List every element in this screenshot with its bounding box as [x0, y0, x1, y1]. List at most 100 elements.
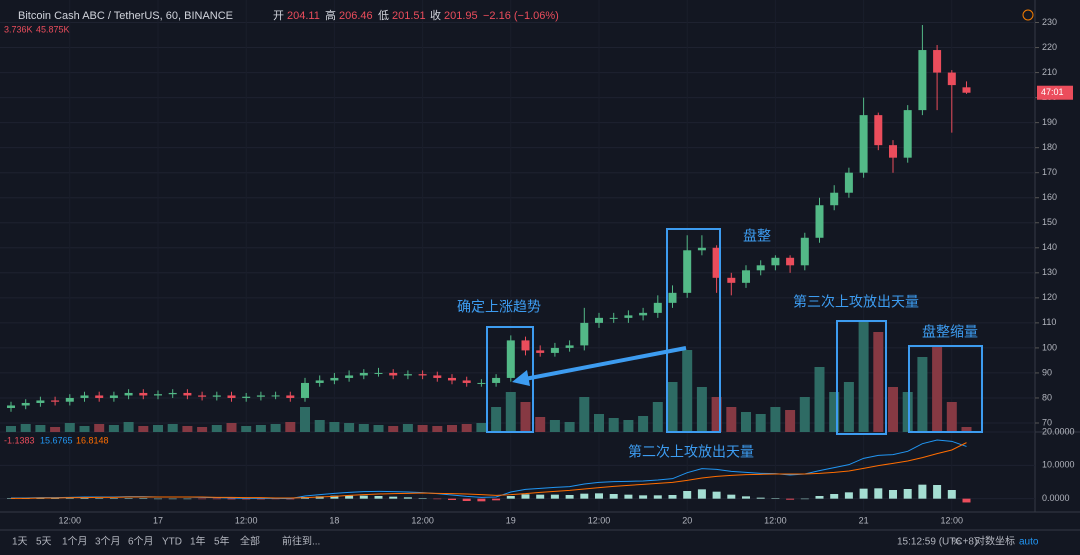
volume-bar — [402, 424, 413, 432]
macd-hist-bar — [389, 496, 398, 499]
x-tick-label: 12:00 — [941, 515, 964, 525]
goto-button[interactable]: 前往到... — [282, 535, 320, 548]
y-tick-label: 170 — [1042, 167, 1057, 177]
percent-button[interactable]: % — [952, 537, 961, 548]
macd-hist-bar — [330, 495, 339, 499]
candle-body — [330, 377, 339, 381]
volume-bar — [535, 417, 546, 432]
macd-hist-bar — [580, 493, 589, 499]
candle-body — [36, 400, 45, 403]
volume-bar — [344, 423, 355, 432]
macd-hist-bar — [139, 498, 148, 499]
ohlc-value: 206.46 — [339, 10, 373, 22]
auto-button[interactable]: auto — [1019, 537, 1039, 548]
range-button[interactable]: 1个月 — [62, 536, 88, 548]
annotation: 盘整缩量 — [922, 324, 978, 340]
volume-bar — [167, 424, 178, 432]
volume-bar — [314, 420, 325, 432]
ohlc-value: 204.11 — [287, 10, 320, 22]
candle-body — [697, 247, 706, 251]
y-tick-label: 190 — [1042, 117, 1057, 127]
x-tick-label: 17 — [153, 515, 163, 525]
macd-hist-bar — [477, 498, 486, 502]
volume-bar — [197, 427, 208, 432]
candle-body — [109, 395, 118, 398]
candle-body — [198, 395, 207, 397]
macd-hist-bar — [933, 485, 942, 499]
price-tag-label: 47:01 — [1041, 87, 1064, 97]
volume-value: 45.875K — [36, 24, 70, 34]
candle-body — [742, 270, 750, 283]
candle-body — [830, 192, 839, 206]
range-button[interactable]: 5年 — [214, 535, 230, 548]
candle-body — [727, 277, 736, 283]
volume-bar — [417, 425, 428, 432]
volume-bar — [564, 422, 575, 432]
annotation: 确定上涨趋势 — [457, 299, 541, 315]
toolbar: 1天 5天 1个月 3个月 6个月 YTD 1年 5年 全部 — [12, 535, 260, 548]
range-button[interactable]: 全部 — [240, 535, 260, 548]
volume-bar — [20, 424, 31, 432]
candle-body — [271, 395, 280, 397]
volume-bar — [50, 427, 61, 432]
volume-bar — [153, 425, 163, 432]
signal-value: 16.8148 — [76, 435, 109, 445]
candle-body — [786, 257, 795, 266]
log-button[interactable]: 对数坐标 — [975, 535, 1015, 548]
macd-hist-bar — [536, 494, 545, 499]
macd-hist-bar — [506, 496, 515, 499]
price-tag — [1037, 85, 1073, 100]
y-tick-label: 130 — [1042, 267, 1057, 277]
ohlc-label: 高 — [325, 8, 336, 22]
candle-body — [462, 380, 471, 383]
macd-hist-bar — [492, 498, 501, 501]
candle-body — [359, 372, 368, 376]
volume-bar — [785, 410, 796, 432]
annotation: 第二次上攻放出天量 — [628, 444, 754, 460]
x-tick-label: 19 — [506, 515, 516, 525]
candle-body — [918, 50, 927, 111]
box — [666, 228, 721, 433]
range-button[interactable]: 1年 — [190, 535, 206, 548]
candle-body — [595, 317, 603, 323]
range-button[interactable]: 6个月 — [128, 536, 154, 548]
candle-body — [418, 374, 427, 376]
candle-body — [800, 237, 809, 266]
volume-bar — [755, 414, 766, 432]
volume-bar — [711, 397, 722, 432]
candle-body — [653, 302, 662, 313]
range-button[interactable]: 1天 — [12, 537, 28, 548]
range-button[interactable]: 5天 — [36, 537, 52, 548]
volume-bar — [902, 392, 913, 432]
macd-hist-bar — [947, 490, 956, 499]
y-tick-label: 100 — [1042, 342, 1057, 352]
candle-body — [80, 395, 89, 398]
candle-body — [477, 382, 486, 384]
volume-bar — [64, 423, 75, 432]
y-tick-label: 220 — [1042, 42, 1057, 52]
macd-hist-bar — [844, 492, 853, 499]
y-tick-label: 90 — [1042, 367, 1052, 377]
range-button[interactable]: YTD — [162, 537, 182, 548]
candle-body — [962, 87, 971, 93]
candle-body — [580, 322, 589, 346]
volume-bar — [770, 407, 781, 432]
candle-body — [903, 110, 912, 158]
macd-hist-bar — [212, 498, 221, 500]
macd-hist-bar — [874, 488, 883, 499]
macd-hist-bar — [800, 498, 809, 500]
candle-body — [815, 205, 824, 238]
candle-body — [256, 395, 265, 397]
ohlc-label: 开 — [273, 10, 284, 22]
macd-hist-bar — [345, 495, 354, 499]
volume-bar — [667, 382, 678, 432]
x-tick-label: 18 — [329, 515, 339, 525]
range-button[interactable]: 3个月 — [95, 536, 121, 548]
candle-body — [168, 392, 177, 395]
candle-body — [21, 402, 30, 406]
symbol: Bitcoin Cash ABC / TetherUS, 60, BINANCE — [18, 10, 233, 22]
volume-bar — [917, 357, 928, 432]
alert-icon[interactable] — [1022, 9, 1034, 21]
